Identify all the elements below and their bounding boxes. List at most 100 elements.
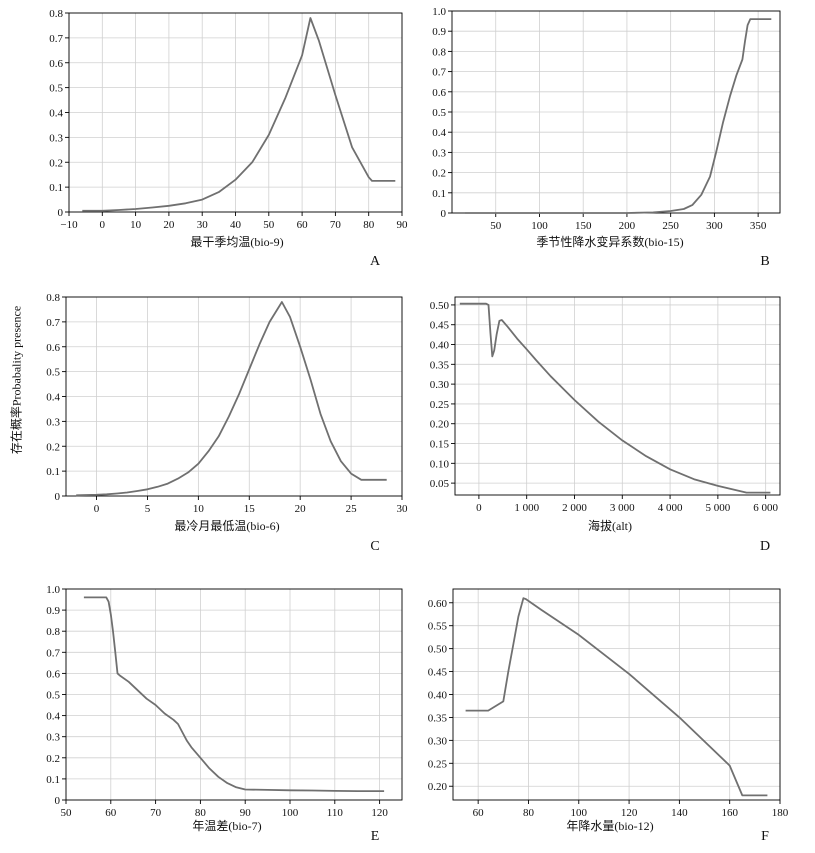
x-tick-label: 5 000 <box>705 502 730 514</box>
x-tick-label: 110 <box>327 807 344 819</box>
y-tick-label: 0.1 <box>46 466 60 478</box>
y-tick-label: 0.1 <box>49 182 63 194</box>
y-tick-label: 0.35 <box>430 359 450 371</box>
chart-panel-b: 50 100 150 200 250 300 350 0 0.1 0.2 0.3 0.4 0.5 0.6 0… <box>432 6 781 269</box>
y-tick-label: 0.8 <box>49 8 63 20</box>
y-tick-label: 0.9 <box>46 605 60 617</box>
x-tick-label: 90 <box>240 807 252 819</box>
y-tick-label: 0.8 <box>46 626 60 638</box>
y-tick-label: 0.15 <box>430 439 450 451</box>
x-tick-label: 180 <box>772 807 789 819</box>
y-tick-label: 0.05 <box>430 478 450 490</box>
x-tick-label: 10 <box>130 219 142 231</box>
chart-panel-e: 50 60 70 80 90 100 110 120 0 0.1 0.2 0.3 0.4 0.5 0.6 0.… <box>46 584 403 844</box>
y-tick-label: 0 <box>58 207 64 219</box>
x-tick-label: 3 000 <box>610 502 635 514</box>
y-tick-label: 0.1 <box>432 188 446 200</box>
y-tick-label: 0.4 <box>432 127 446 139</box>
x-tick-label: 350 <box>750 220 767 232</box>
x-tick-label: 0 <box>94 503 100 515</box>
x-tick-label: 100 <box>282 807 299 819</box>
y-tick-label: 0 <box>441 208 447 220</box>
x-tick-label: 80 <box>523 807 535 819</box>
x-axis-label: 年温差(bio-7) <box>192 819 261 833</box>
x-tick-label: 60 <box>473 807 485 819</box>
y-tick-label: 0.30 <box>430 379 450 391</box>
y-tick-label: 0.60 <box>428 598 448 610</box>
x-tick-label: 25 <box>346 503 358 515</box>
x-tick-label: 5 <box>145 503 151 515</box>
y-tick-label: 0.3 <box>46 732 60 744</box>
y-tick-label: 1.0 <box>46 584 60 596</box>
x-tick-label: 120 <box>371 807 388 819</box>
y-tick-label: 0.10 <box>430 458 450 470</box>
y-tick-label: 0.4 <box>46 711 60 723</box>
y-tick-label: 0.40 <box>428 690 448 702</box>
y-tick-label: 0 <box>55 795 61 807</box>
y-tick-label: 0.5 <box>46 367 60 379</box>
panel-letter: A <box>370 254 381 269</box>
series-line-e <box>83 596 385 792</box>
x-tick-label: 80 <box>363 219 375 231</box>
x-tick-label: 50 <box>263 219 275 231</box>
y-tick-label: 0.55 <box>428 621 448 633</box>
y-tick-label: 0.7 <box>432 67 446 79</box>
y-tick-label: 0.50 <box>430 300 450 312</box>
x-tick-label: 90 <box>397 219 409 231</box>
chart-panel-f: 60 80 100 120 140 160 180 0.20 0.25 0.30 0.35 0.40 0… <box>428 588 789 844</box>
y-tick-label: 0.2 <box>46 441 60 453</box>
y-tick-label: 0.6 <box>49 58 63 70</box>
x-tick-label: 250 <box>662 220 679 232</box>
x-axis-label: 最干季均温(bio-9) <box>190 235 283 249</box>
y-tick-label: 0.4 <box>46 392 60 404</box>
y-tick-label: 0.9 <box>432 26 446 38</box>
y-tick-label: 0.4 <box>49 108 63 120</box>
x-tick-label: 60 <box>297 219 309 231</box>
x-tick-label: 1 000 <box>514 502 539 514</box>
y-tick-label: 0.25 <box>428 758 448 770</box>
x-tick-label: 10 <box>193 503 205 515</box>
y-tick-label: 0.2 <box>46 753 60 765</box>
y-tick-label: 0.1 <box>46 774 60 786</box>
series-line-d <box>459 302 771 494</box>
x-tick-label: 0 <box>100 219 106 231</box>
x-tick-label: 100 <box>571 807 588 819</box>
x-tick-label: 2 000 <box>562 502 587 514</box>
series-line-b <box>465 18 772 214</box>
y-tick-label: 0 <box>55 491 61 503</box>
y-tick-label: 0.35 <box>428 712 448 724</box>
y-tick-label: 0.6 <box>432 87 446 99</box>
x-tick-label: −10 <box>60 219 78 231</box>
x-axis-label: 季节性降水变异系数(bio-15) <box>536 234 683 249</box>
x-tick-label: 70 <box>150 807 162 819</box>
y-tick-label: 1.0 <box>432 6 446 18</box>
y-tick-label: 0.40 <box>430 340 450 352</box>
y-tick-label: 0.7 <box>46 647 60 659</box>
x-axis-label: 最冷月最低温(bio-6) <box>174 519 279 533</box>
y-tick-label: 0.5 <box>432 107 446 119</box>
chart-panel-c: 0 5 10 15 20 25 30 0 0.1 0.2 0.3 0.4 0.5 0.6 0.7 0.8 最冷月… <box>46 292 408 554</box>
x-tick-label: 30 <box>397 503 409 515</box>
y-tick-label: 0.2 <box>49 157 63 169</box>
y-tick-label: 0.20 <box>430 419 450 431</box>
y-tick-label: 0.30 <box>428 735 448 747</box>
chart-panel-d: 0 1 000 2 000 3 000 4 000 5 000 6 000 0.05 0.10 0… <box>430 296 781 554</box>
y-tick-label: 0.6 <box>46 668 60 680</box>
x-tick-label: 160 <box>721 807 738 819</box>
y-tick-label: 0.8 <box>432 46 446 58</box>
x-axis-label: 年降水量(bio-12) <box>566 819 653 833</box>
y-tick-label: 0.3 <box>432 147 446 159</box>
x-tick-label: 120 <box>621 807 638 819</box>
y-tick-label: 0.3 <box>49 132 63 144</box>
x-tick-label: 100 <box>531 220 548 232</box>
x-tick-label: 0 <box>476 502 482 514</box>
x-tick-label: 50 <box>61 807 73 819</box>
x-tick-label: 6 000 <box>753 502 778 514</box>
x-tick-label: 150 <box>575 220 592 232</box>
y-tick-label: 0.7 <box>46 317 60 329</box>
x-tick-label: 20 <box>295 503 307 515</box>
series-line-c <box>76 301 387 497</box>
y-tick-label: 0.20 <box>428 781 448 793</box>
y-tick-label: 0.8 <box>46 292 60 304</box>
